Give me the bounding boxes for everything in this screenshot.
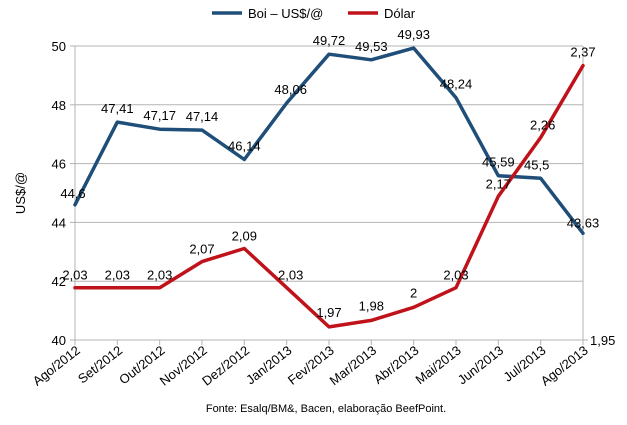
data-label: 2,37	[570, 45, 595, 60]
data-label: 43,63	[567, 215, 600, 230]
x-tick-label: Ago/2013	[538, 343, 591, 389]
data-label: 49,53	[355, 39, 388, 54]
data-label: 45,59	[482, 155, 515, 170]
y-tick-label: 40	[52, 333, 66, 348]
y-tick-label: 46	[52, 157, 66, 172]
data-label: 2,09	[232, 229, 257, 244]
y-axis-label: US$/@	[13, 172, 28, 214]
data-label: 1,97	[316, 305, 341, 320]
data-label: 2,03	[443, 268, 468, 283]
x-tick-label: Dez/2012	[199, 343, 252, 389]
y-tick-label: 42	[52, 274, 66, 289]
x-tick-label: Mai/2013	[412, 343, 463, 388]
y2-tick-label: 1,95	[590, 333, 615, 348]
data-label: 46,14	[228, 138, 261, 153]
data-label: 44,6	[60, 186, 85, 201]
source-note: Fonte: Esalq/BM&, Bacen, elaboração Beef…	[206, 403, 446, 415]
x-tick-label: Jan/2013	[243, 343, 294, 388]
data-label: 48,06	[274, 82, 307, 97]
legend-label: Boi – US$/@	[248, 6, 323, 21]
data-label: 1,98	[359, 298, 384, 313]
data-label: 2,17	[486, 176, 511, 191]
legend: Boi – US$/@ Dólar	[212, 6, 416, 21]
x-tick-label: Jun/2013	[455, 343, 506, 388]
data-label: 2,03	[62, 268, 87, 283]
data-label: 2	[410, 285, 417, 300]
series-line-dolar	[73, 63, 585, 329]
x-tick-label: Ago/2012	[30, 343, 83, 389]
data-label: 45,5	[524, 157, 549, 172]
data-label: 2,03	[278, 268, 303, 283]
data-label: 47,41	[101, 101, 134, 116]
data-label: 47,17	[143, 108, 176, 123]
data-label: 49,93	[397, 27, 430, 42]
y-tick-label: 48	[52, 98, 66, 113]
legend-label: Dólar	[384, 6, 416, 21]
data-label: 48,24	[440, 77, 473, 92]
data-label: 2,26	[530, 117, 555, 132]
data-label: 2,07	[189, 242, 214, 257]
y-tick-label: 44	[52, 215, 66, 230]
x-tick-label: Set/2012	[75, 343, 125, 387]
data-label: 49,72	[313, 33, 346, 48]
gridlines	[75, 45, 583, 341]
data-label: 2,03	[105, 268, 130, 283]
data-labels: 44,6 47,41 47,17 47,14 46,14 48,06 49,72 49,53 4…	[60, 27, 599, 320]
data-label: 47,14	[186, 109, 219, 124]
series-lines	[73, 46, 585, 329]
x-tick-label: Abr/2013	[371, 343, 422, 387]
y-tick-label: 50	[52, 39, 66, 54]
data-label: 2,03	[147, 268, 172, 283]
axes: 4042444648501,95Ago/2012Set/2012Out/2012…	[30, 39, 616, 389]
series-line-boi	[73, 46, 585, 236]
x-tick-label: Mar/2013	[327, 343, 380, 389]
